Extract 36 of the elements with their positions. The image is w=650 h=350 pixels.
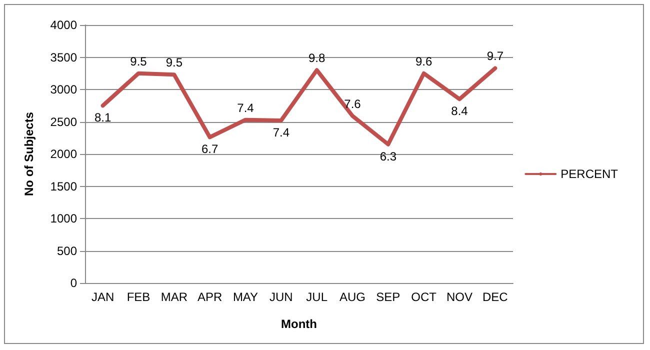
annotation: 6.3 [380, 149, 397, 164]
x-tick-label: JAN [91, 290, 114, 304]
y-tick-label: 0 [70, 276, 78, 290]
legend-label: PERCENT [560, 167, 619, 181]
annotation: 9.5 [166, 56, 183, 70]
annotation: 8.4 [451, 104, 468, 118]
x-tick-label: JUL [306, 290, 328, 304]
annotation: 9.8 [308, 51, 326, 66]
x-tick-label: SEP [376, 290, 400, 304]
annotation: 9.5 [130, 54, 148, 68]
annotation: 7.4 [237, 100, 254, 115]
y-tick-label: 1000 [50, 212, 78, 226]
x-tick-label: APR [197, 290, 222, 304]
y-tick-label: 1500 [50, 179, 78, 194]
x-tick-label: MAR [160, 290, 188, 304]
y-tick-label: 4000 [50, 18, 78, 32]
annotation: 8.1 [94, 110, 112, 125]
x-tick-label: OCT [411, 290, 438, 304]
y-tick-label: 2000 [50, 147, 78, 161]
y-tick-label: 3000 [50, 82, 78, 96]
x-axis-title: Month [281, 317, 317, 331]
x-tick-label: MAY [232, 290, 258, 304]
annotation: 9.6 [415, 54, 432, 68]
y-tick-label: 500 [56, 244, 78, 258]
x-tick-label: NOV [446, 290, 473, 304]
x-tick-label: AUG [339, 290, 366, 304]
y-axis-title: No of Subjects [22, 112, 36, 196]
annotation: 7.6 [344, 96, 362, 111]
annotation: 7.4 [272, 125, 290, 140]
y-tick-label: 2500 [50, 114, 78, 129]
x-tick-label: DEC [482, 290, 508, 304]
x-tick-label: JUN [269, 290, 293, 304]
x-tick-label: FEB [126, 290, 150, 304]
annotation: 6.7 [201, 142, 218, 156]
y-tick-label: 3500 [50, 50, 78, 64]
annotation: 9.7 [486, 49, 504, 64]
